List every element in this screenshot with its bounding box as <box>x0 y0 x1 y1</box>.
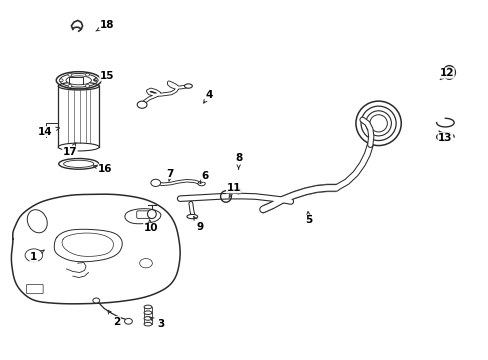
Text: 6: 6 <box>202 171 209 181</box>
Text: 11: 11 <box>226 183 241 193</box>
Ellipse shape <box>355 101 401 145</box>
Ellipse shape <box>63 160 94 167</box>
Text: 16: 16 <box>98 164 113 174</box>
Circle shape <box>137 101 147 108</box>
Circle shape <box>151 179 160 186</box>
Ellipse shape <box>27 210 47 233</box>
Circle shape <box>94 79 98 82</box>
Text: 9: 9 <box>196 222 203 231</box>
Text: 14: 14 <box>38 127 53 136</box>
Ellipse shape <box>144 311 152 315</box>
Ellipse shape <box>66 76 91 85</box>
Ellipse shape <box>144 317 152 320</box>
FancyBboxPatch shape <box>26 284 43 294</box>
Text: 2: 2 <box>113 317 120 327</box>
Circle shape <box>68 73 72 76</box>
Ellipse shape <box>365 111 390 136</box>
Ellipse shape <box>144 305 152 309</box>
Circle shape <box>59 79 63 82</box>
Circle shape <box>25 249 42 262</box>
Text: 3: 3 <box>157 319 164 329</box>
Ellipse shape <box>60 73 98 87</box>
Ellipse shape <box>184 84 192 88</box>
Text: 10: 10 <box>143 224 158 233</box>
Ellipse shape <box>58 143 99 151</box>
Circle shape <box>140 258 152 268</box>
Ellipse shape <box>360 106 395 140</box>
Ellipse shape <box>147 210 156 219</box>
Ellipse shape <box>144 322 152 326</box>
Text: 17: 17 <box>62 147 77 157</box>
Ellipse shape <box>186 215 197 219</box>
FancyBboxPatch shape <box>137 211 150 219</box>
Ellipse shape <box>445 68 452 77</box>
Circle shape <box>85 73 89 76</box>
Text: 18: 18 <box>100 20 114 30</box>
Text: 8: 8 <box>235 153 242 163</box>
Text: 4: 4 <box>205 90 213 100</box>
Ellipse shape <box>59 158 99 169</box>
Text: 13: 13 <box>437 133 452 143</box>
Text: 12: 12 <box>439 68 453 78</box>
Ellipse shape <box>369 115 386 132</box>
Text: 15: 15 <box>100 71 114 81</box>
Text: 7: 7 <box>166 168 174 179</box>
Ellipse shape <box>198 181 205 186</box>
Text: 5: 5 <box>305 215 312 225</box>
Circle shape <box>93 298 100 303</box>
Circle shape <box>68 85 72 87</box>
Ellipse shape <box>56 72 101 89</box>
Ellipse shape <box>442 66 454 79</box>
Polygon shape <box>11 194 180 304</box>
Circle shape <box>85 85 89 87</box>
Text: 1: 1 <box>30 252 38 262</box>
Circle shape <box>124 319 132 324</box>
